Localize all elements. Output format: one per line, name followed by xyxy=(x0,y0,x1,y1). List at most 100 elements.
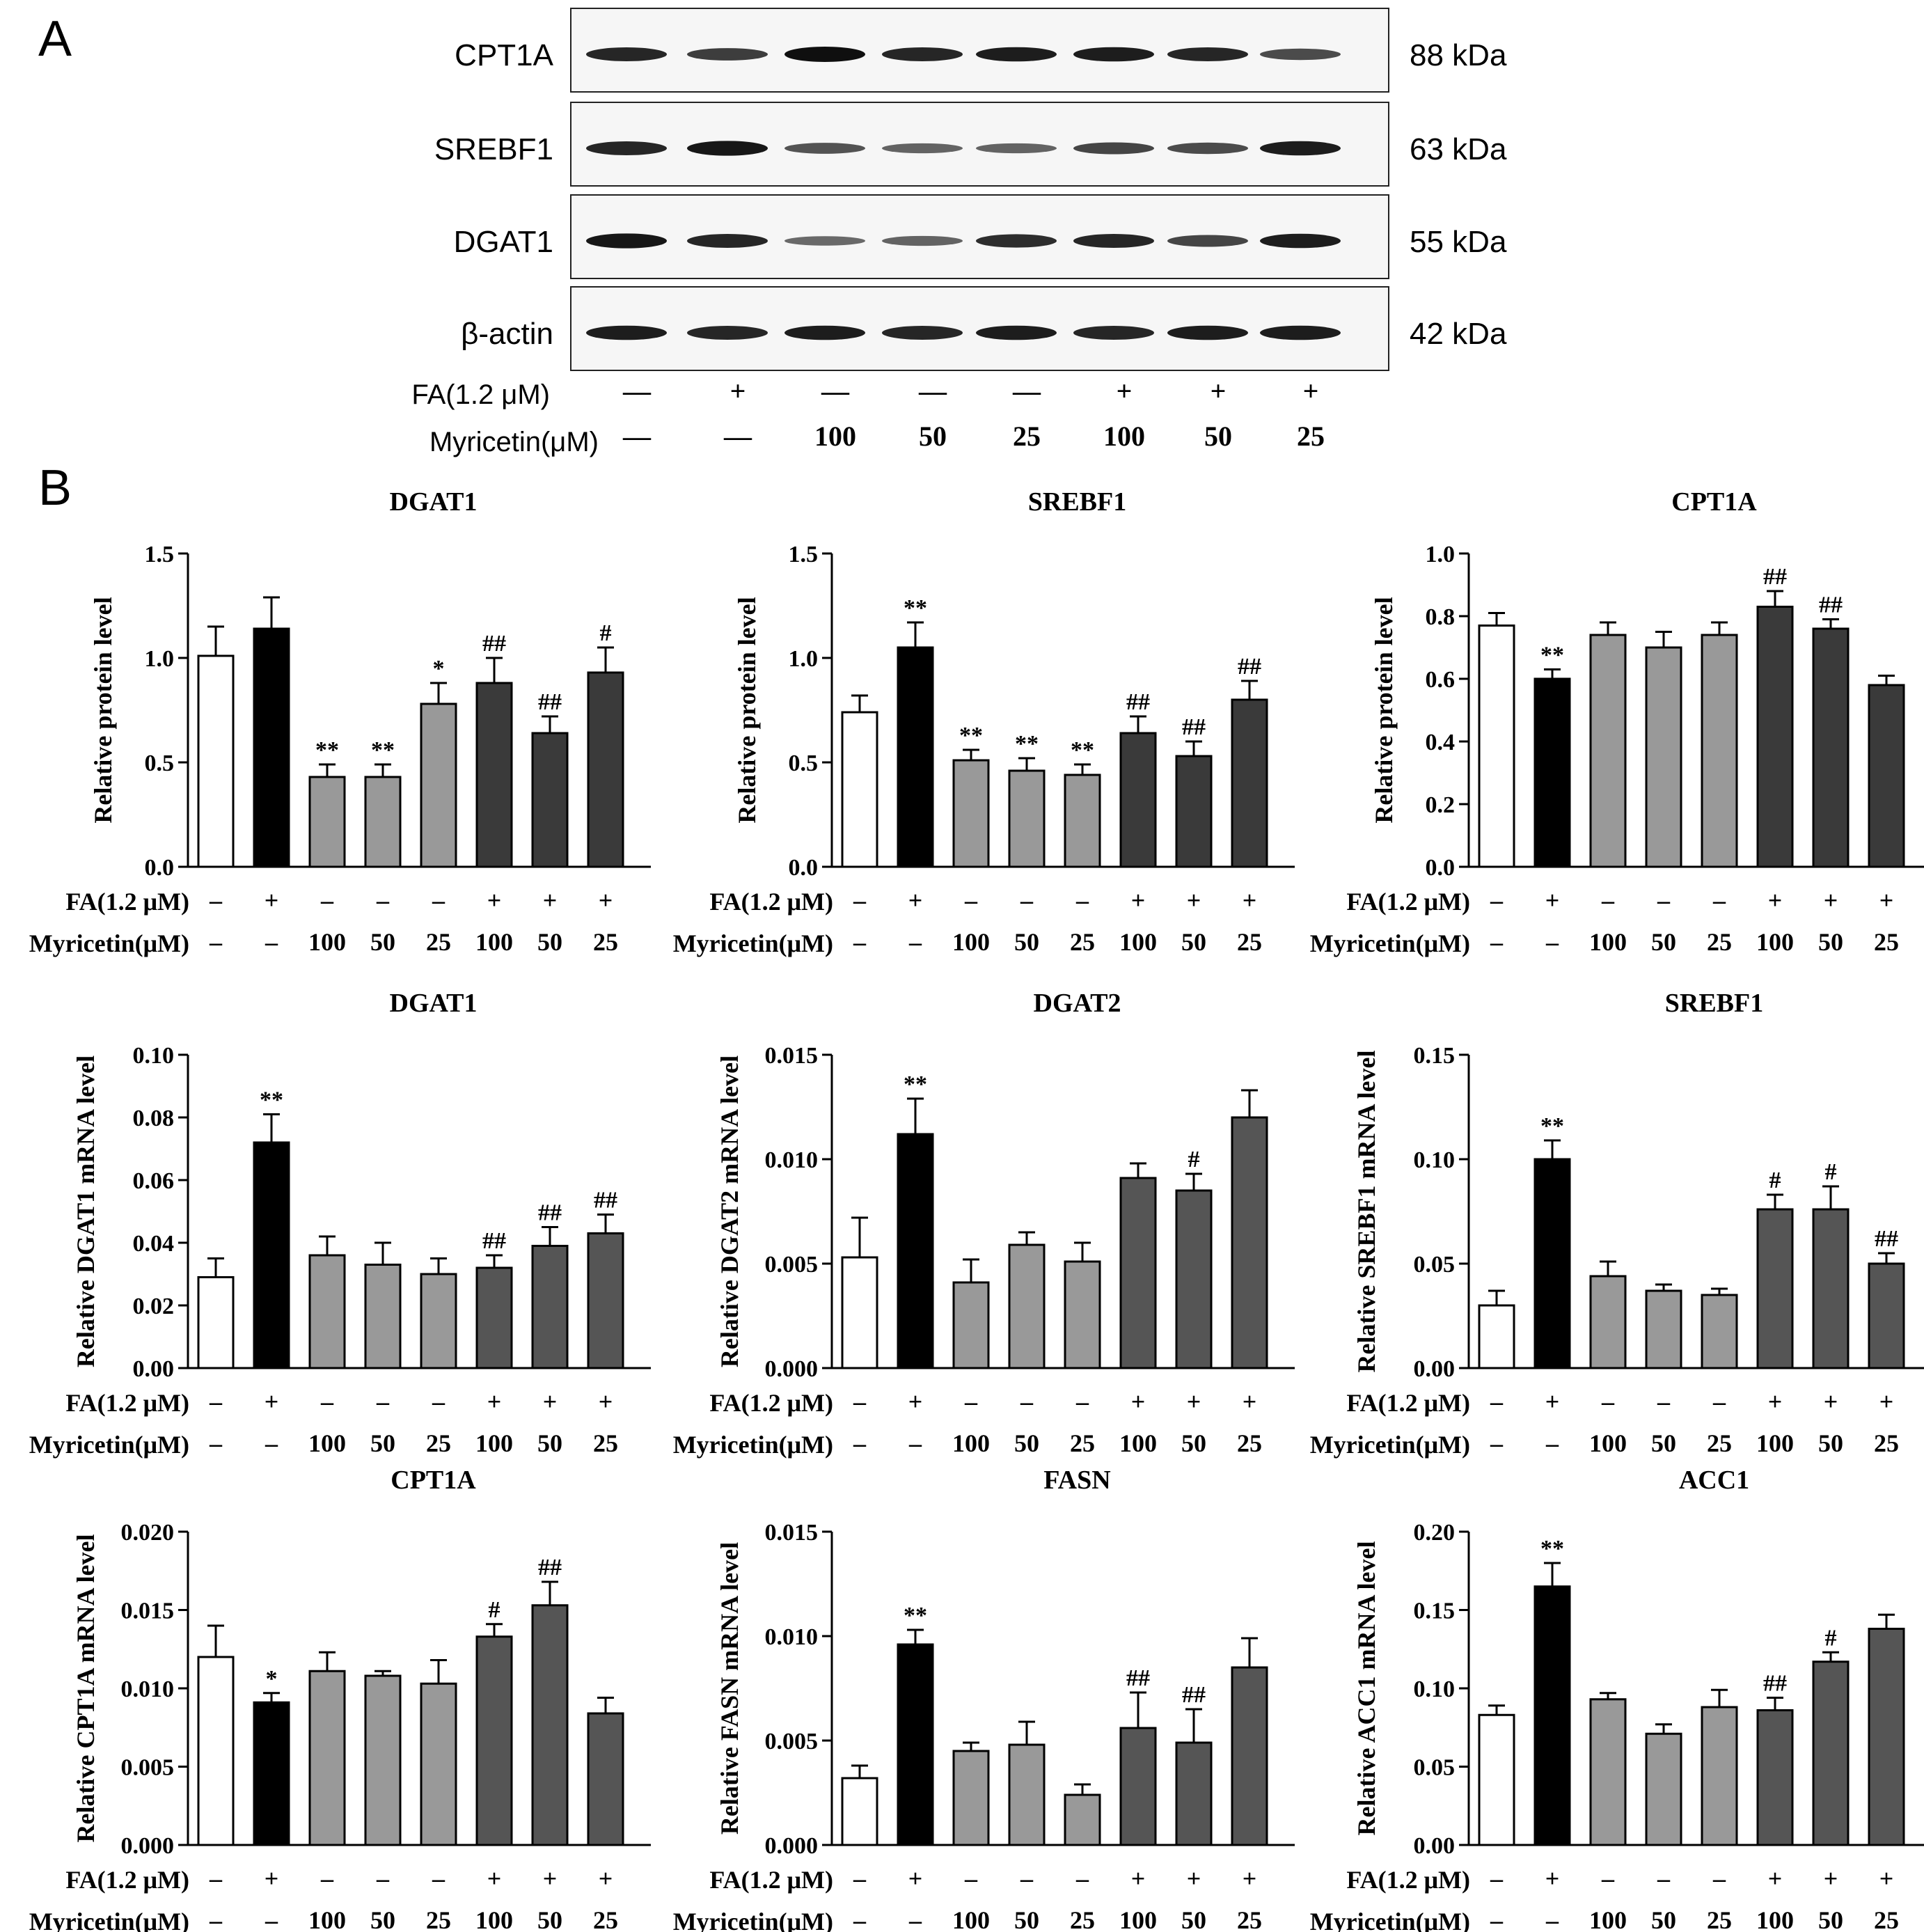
fa-value: – xyxy=(1657,1864,1671,1892)
bar xyxy=(1533,1585,1571,1846)
significance-marker: ** xyxy=(315,737,339,763)
myricetin-value: 25 xyxy=(1237,1429,1262,1457)
fa-value: + xyxy=(1768,1864,1783,1892)
bar xyxy=(1175,1189,1213,1369)
chart-title: DGAT1 xyxy=(390,989,478,1018)
bar xyxy=(1175,1741,1213,1846)
fa-value: + xyxy=(1187,886,1201,914)
blot-band xyxy=(586,233,667,249)
fa-value: – xyxy=(1601,1864,1615,1892)
myricetin-value: 25 xyxy=(593,928,618,956)
myricetin-value: 50 xyxy=(537,1906,562,1932)
bar xyxy=(897,646,934,868)
y-axis-label: Relative protein level xyxy=(1370,597,1398,823)
bar xyxy=(364,1674,402,1846)
y-tick-label: 0.000 xyxy=(765,1356,819,1382)
myricetin-value: 25 xyxy=(593,1906,618,1932)
bar xyxy=(1478,1713,1515,1846)
y-tick-label: 0.8 xyxy=(1426,604,1456,630)
significance-marker: # xyxy=(600,620,612,646)
myricetin-value: 100 xyxy=(1756,1906,1794,1932)
bar xyxy=(197,1656,235,1846)
blot-band xyxy=(687,234,768,248)
bar xyxy=(1868,1262,1905,1369)
blot-band xyxy=(1260,325,1341,340)
significance-marker: ## xyxy=(1238,654,1261,680)
y-tick-label: 0.015 xyxy=(121,1599,175,1624)
bar xyxy=(1645,1289,1682,1369)
bar xyxy=(1701,1706,1738,1846)
bar xyxy=(253,627,290,868)
bar xyxy=(1645,1732,1682,1846)
myricetin-value: 50 xyxy=(1014,928,1039,956)
bar xyxy=(475,1266,513,1369)
wb-myricetin-value: 100 xyxy=(814,421,856,452)
significance-marker: ## xyxy=(1126,689,1150,715)
western-blot-panel: CPT1A 88 kDa SREBF1 63 kDa DGAT1 55 kDa β-acti… xyxy=(411,8,1507,457)
chart-title: SREBF1 xyxy=(1028,487,1126,517)
bar xyxy=(1175,755,1213,868)
myricetin-value: 100 xyxy=(1589,1906,1627,1932)
blot-band xyxy=(586,141,667,155)
bar xyxy=(531,732,569,868)
chart-3: CPT1A 0.0 0.2 0.4 0.6 0.8 1.0 Relative protein … xyxy=(1310,487,1924,957)
myricetin-value: 100 xyxy=(952,1429,990,1457)
myricetin-value: 25 xyxy=(1070,1429,1095,1457)
significance-marker: ** xyxy=(904,595,927,621)
fa-value: + xyxy=(543,1864,558,1892)
myricetin-value: 25 xyxy=(426,1906,451,1932)
chart-8: FASN 0.000 0.005 0.010 0.015 Relative FASN mR… xyxy=(673,1466,1295,1932)
blot-membrane xyxy=(570,286,1389,371)
fa-value: + xyxy=(487,886,502,914)
bar xyxy=(1589,1275,1627,1369)
bar xyxy=(531,1604,569,1846)
wb-myricetin-value: 100 xyxy=(1103,421,1145,452)
myricetin-value: 25 xyxy=(1874,1429,1899,1457)
myricetin-value: 100 xyxy=(308,1429,346,1457)
fa-value: – xyxy=(320,886,334,914)
myricetin-value: – xyxy=(209,1429,223,1457)
bar xyxy=(1812,1208,1850,1369)
significance-marker: ## xyxy=(1763,1671,1787,1697)
y-tick-label: 0.010 xyxy=(121,1676,175,1702)
y-axis-label: Relative protein level xyxy=(733,597,761,823)
fa-value: – xyxy=(432,1388,445,1415)
myricetin-value: 25 xyxy=(1237,1906,1262,1932)
fa-value: – xyxy=(209,1388,223,1415)
fa-value: + xyxy=(908,1864,923,1892)
fa-value: + xyxy=(487,1864,502,1892)
significance-marker: # xyxy=(1825,1159,1837,1185)
myricetin-label: Myricetin(μM) xyxy=(1310,1431,1470,1459)
bar xyxy=(1701,1294,1738,1369)
blot-band xyxy=(784,143,865,154)
bar xyxy=(1064,1793,1101,1846)
y-tick-label: 0.5 xyxy=(145,751,175,776)
fa-value: – xyxy=(1020,886,1034,914)
significance-marker: ** xyxy=(260,1087,283,1113)
bar xyxy=(587,1712,624,1846)
fa-value: + xyxy=(599,886,613,914)
fa-value: – xyxy=(320,1864,334,1892)
y-tick-label: 0.08 xyxy=(133,1106,175,1131)
myricetin-label: Myricetin(μM) xyxy=(1310,929,1470,957)
wb-myricetin-value: 50 xyxy=(919,421,947,452)
significance-marker: # xyxy=(1825,1625,1837,1651)
myricetin-value: 50 xyxy=(1014,1906,1039,1932)
bar xyxy=(253,1701,290,1846)
myricetin-label: Myricetin(μM) xyxy=(673,929,833,957)
chart-5: DGAT2 0.000 0.005 0.010 0.015 Relative DGAT2 … xyxy=(673,989,1295,1459)
myricetin-value: – xyxy=(853,1906,867,1932)
bar xyxy=(1589,1698,1627,1846)
fa-value: + xyxy=(265,1864,279,1892)
blot-kda-label: 88 kDa xyxy=(1410,38,1507,72)
bar xyxy=(420,702,457,868)
wb-fa-value: + xyxy=(1211,375,1227,407)
fa-value: + xyxy=(599,1388,613,1415)
fa-value: + xyxy=(1545,1388,1560,1415)
blot-band xyxy=(882,235,963,246)
y-tick-label: 0.6 xyxy=(1426,667,1456,693)
myricetin-value: 25 xyxy=(1874,928,1899,956)
bar xyxy=(1868,684,1905,868)
fa-value: – xyxy=(1490,1388,1504,1415)
blot-band xyxy=(1073,234,1154,248)
